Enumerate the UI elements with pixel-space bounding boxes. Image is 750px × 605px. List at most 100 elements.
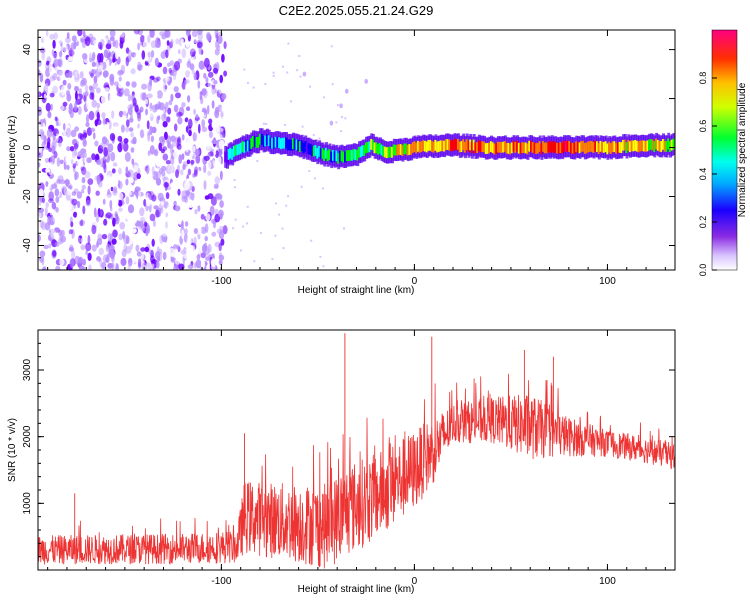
noise-cell: [222, 130, 226, 138]
noise-cell: [201, 88, 207, 96]
ridge-cell: [304, 141, 308, 152]
speckle-cell: [312, 134, 315, 136]
noise-cell: [54, 232, 60, 242]
noise-cell: [198, 60, 205, 70]
noise-cell: [56, 36, 63, 45]
noise-cell: [85, 195, 91, 206]
noise-cell: [126, 191, 132, 196]
noise-cell: [73, 188, 79, 194]
spectrogram-y-tick-label: 20: [22, 93, 33, 105]
ridge-cell: [406, 144, 410, 156]
noise-cell: [118, 76, 122, 82]
noise-cell: [123, 88, 130, 97]
noise-cell: [114, 215, 120, 225]
noise-cell: [107, 92, 111, 102]
noise-cell: [102, 237, 105, 246]
noise-cell: [49, 209, 53, 216]
ridge-cell: [330, 151, 334, 163]
colorbar-label: Normalized spectral amplitude: [737, 82, 748, 217]
noise-cell: [217, 31, 223, 38]
noise-cell: [143, 128, 148, 135]
noise-cell: [147, 55, 153, 63]
noise-cell: [116, 91, 123, 97]
noise-cell: [101, 136, 108, 145]
ridge-cell: [279, 138, 283, 150]
noise-cell: [53, 58, 60, 67]
noise-cell: [151, 158, 155, 167]
noise-cell: [223, 70, 228, 77]
noise-cell: [207, 93, 213, 100]
ridge-cell: [488, 142, 492, 154]
noise-cell: [205, 251, 211, 261]
noise-cell: [133, 253, 137, 262]
noise-cell: [169, 60, 174, 66]
ridge-cell: [559, 142, 563, 153]
ridge-cell: [253, 136, 257, 148]
noise-cell: [219, 194, 223, 200]
noise-cell: [186, 190, 190, 198]
noise-cell: [218, 37, 223, 45]
ridge-cell: [570, 142, 573, 154]
noise-cell: [187, 264, 194, 270]
noise-cell: [88, 110, 95, 121]
noise-cell: [218, 242, 222, 252]
noise-cell: [130, 52, 137, 58]
stray-cell: [364, 78, 369, 84]
noise-cell: [162, 66, 168, 75]
speckle-cell: [301, 125, 304, 128]
ridge-cell: [338, 150, 342, 162]
speckle-cell: [318, 137, 321, 140]
noise-cell: [181, 229, 185, 240]
noise-cell: [177, 179, 184, 189]
noise-cell: [80, 148, 87, 155]
noise-cell: [200, 213, 205, 220]
noise-cell: [69, 258, 75, 269]
ridge-cell: [517, 142, 521, 154]
colorbar-tick-label: 0.2: [698, 216, 708, 229]
ridge-cell: [260, 133, 264, 145]
noise-cell: [206, 32, 211, 40]
noise-cell: [194, 148, 200, 157]
noise-cell: [131, 81, 137, 88]
noise-cell: [189, 104, 194, 112]
noise-cell: [189, 39, 194, 47]
noise-cell: [178, 154, 182, 165]
noise-cell: [86, 100, 91, 110]
noise-cell: [152, 170, 159, 181]
ridge-cell: [368, 141, 372, 153]
ridge-cell: [417, 140, 421, 152]
noise-cell: [57, 57, 64, 68]
snr-y-axis-label: SNR (10 * v/v): [7, 418, 18, 482]
noise-cell: [38, 162, 41, 168]
noise-cell: [45, 202, 49, 208]
noise-cell: [73, 143, 79, 150]
noise-cell: [107, 222, 112, 230]
noise-cell: [155, 157, 160, 165]
speckle-cell: [274, 202, 277, 205]
ridge-cell: [636, 140, 639, 152]
ridge-cell: [660, 141, 664, 152]
ridge-cell: [571, 142, 575, 154]
noise-cell: [45, 115, 49, 123]
ridge-cell: [483, 141, 487, 153]
noise-cell: [85, 36, 91, 47]
ridge-cell: [450, 140, 454, 152]
ridge-cell: [516, 140, 520, 152]
noise-cell: [53, 151, 58, 159]
noise-cell: [128, 117, 134, 123]
noise-cell: [102, 30, 107, 38]
noise-cell: [175, 169, 179, 179]
ridge-cell: [366, 141, 370, 153]
noise-cell: [51, 201, 57, 210]
noise-cell: [213, 80, 218, 85]
noise-cell: [195, 154, 201, 164]
noise-cell: [53, 32, 59, 40]
noise-cell: [125, 47, 130, 54]
colorbar-ticks: 0.0 0.2 0.4 0.6 0.8: [698, 72, 717, 276]
noise-cell: [45, 30, 49, 37]
speckle-cell: [243, 68, 246, 71]
ridge-cell: [649, 139, 653, 150]
ridge-cell: [479, 141, 483, 153]
ridge-cell: [599, 140, 603, 152]
speckle-cell: [309, 85, 311, 88]
